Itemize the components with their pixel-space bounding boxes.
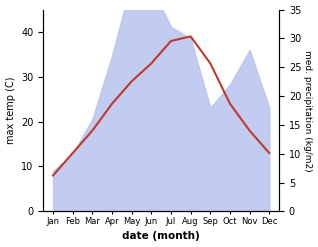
Y-axis label: max temp (C): max temp (C): [5, 77, 16, 144]
Y-axis label: med. precipitation (kg/m2): med. precipitation (kg/m2): [303, 50, 313, 171]
X-axis label: date (month): date (month): [122, 231, 200, 242]
